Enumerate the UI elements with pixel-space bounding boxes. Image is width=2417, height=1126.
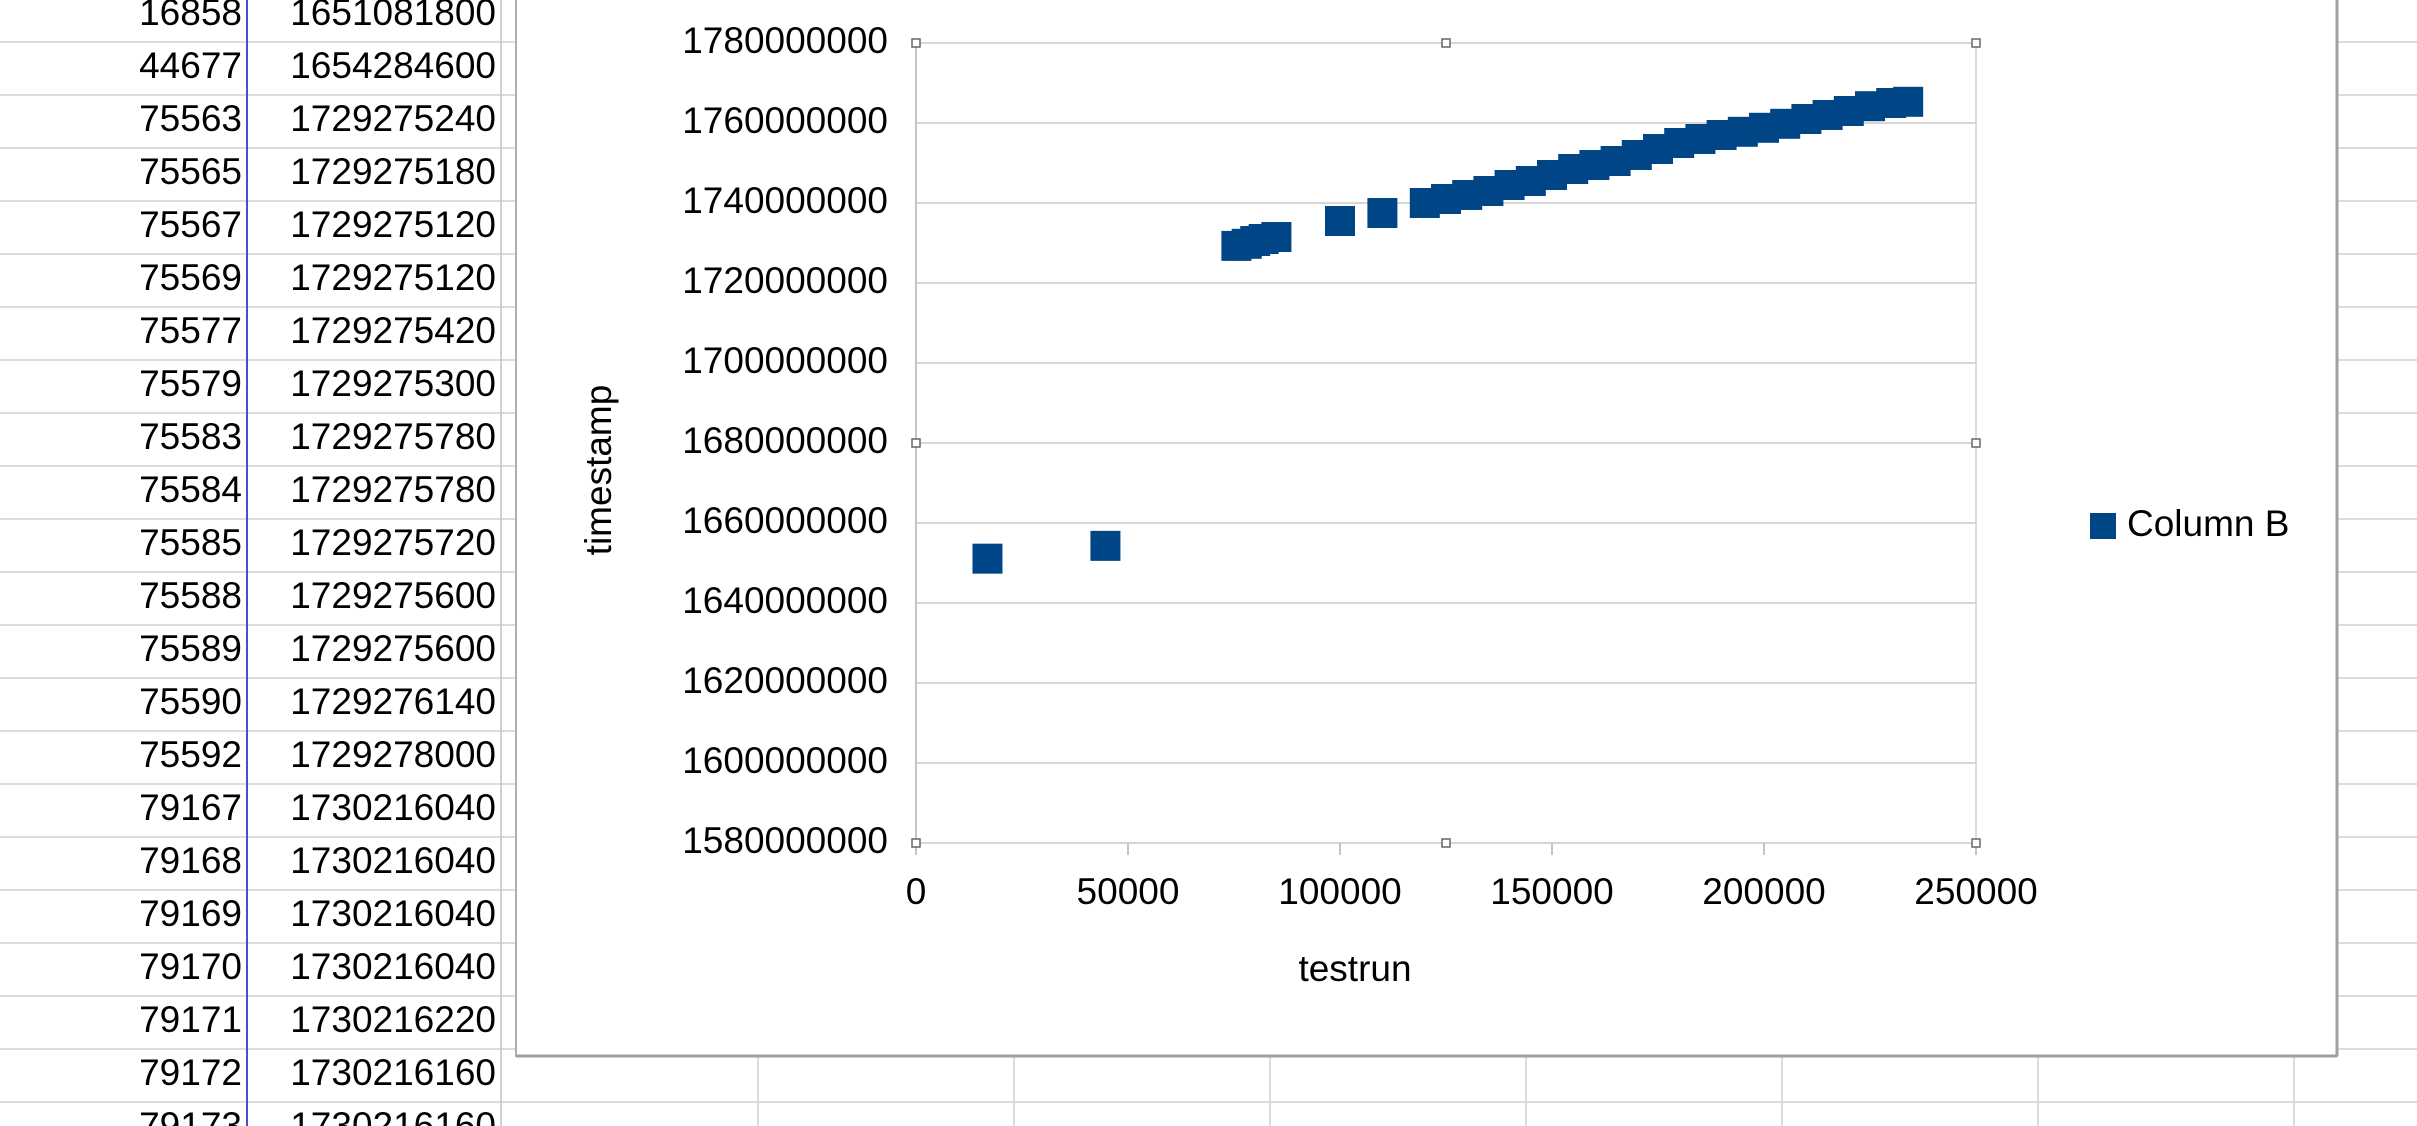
y-tick-label: 1680000000	[682, 420, 888, 461]
cell: 75584	[139, 469, 242, 510]
cell: 1730216160	[290, 1052, 496, 1093]
y-axis-title: timestamp	[578, 385, 619, 556]
cell: 75589	[139, 628, 242, 669]
cell: 75585	[139, 522, 242, 563]
handle	[1971, 38, 1981, 48]
cell: 79169	[139, 893, 242, 934]
point	[1367, 198, 1398, 228]
point	[1261, 222, 1292, 252]
handle	[1971, 438, 1981, 448]
point	[972, 543, 1003, 574]
cell: 79170	[139, 946, 242, 987]
cell: 16858	[139, 0, 242, 33]
cell: 75588	[139, 575, 242, 616]
chart-frame	[515, 0, 2338, 1057]
point	[1325, 206, 1355, 236]
y-tick-label: 1740000000	[682, 180, 888, 221]
handle	[911, 438, 921, 448]
cell: 75583	[139, 416, 242, 457]
x-tick-label: 100000	[1278, 871, 1401, 912]
cell: 1730216040	[290, 893, 496, 934]
cell: 79167	[139, 787, 242, 828]
x-tick-label: 250000	[1914, 871, 2037, 912]
cell: 1729275240	[290, 98, 496, 139]
y-tick-label: 1700000000	[682, 340, 888, 381]
cell: 1729275780	[290, 469, 496, 510]
cell: 1729278000	[290, 734, 496, 775]
y-tick-label: 1640000000	[682, 580, 888, 621]
cell: 1729275120	[290, 204, 496, 245]
handle	[911, 38, 921, 48]
cell: 1729276140	[290, 681, 496, 722]
y-tick-label: 1580000000	[682, 820, 888, 861]
cell: 1729275780	[290, 416, 496, 457]
handle	[1971, 838, 1981, 848]
cell: 1651081800	[290, 0, 496, 33]
point	[1893, 86, 1924, 117]
cell: 79168	[139, 840, 242, 881]
cell: 75563	[139, 98, 242, 139]
y-tick-label: 1760000000	[682, 100, 888, 141]
cell: 75569	[139, 257, 242, 298]
cell: 75592	[139, 734, 242, 775]
cell: 75565	[139, 151, 242, 192]
y-tick-label: 1620000000	[682, 660, 888, 701]
y-tick-label: 1780000000	[682, 20, 888, 61]
cell: 1729275420	[290, 310, 496, 351]
legend-label: Column B	[2127, 503, 2289, 544]
cell: 79173	[139, 1105, 242, 1126]
y-tick-label: 1660000000	[682, 500, 888, 541]
cell: 75590	[139, 681, 242, 722]
cell: 1729275180	[290, 151, 496, 192]
cell: 1730216220	[290, 999, 496, 1040]
cell: 79172	[139, 1052, 242, 1093]
x-tick-label: 200000	[1702, 871, 1825, 912]
cell: 75567	[139, 204, 242, 245]
cell: 44677	[139, 45, 242, 86]
y-tick-label: 1600000000	[682, 740, 888, 781]
legend-swatch	[2090, 513, 2116, 539]
x-tick-label: 0	[906, 871, 927, 912]
cell: 1729275120	[290, 257, 496, 298]
cell: 1730216040	[290, 946, 496, 987]
cell: 1730216040	[290, 840, 496, 881]
x-tick-label: 150000	[1490, 871, 1613, 912]
cell: 1729275600	[290, 628, 496, 669]
point	[1090, 530, 1121, 561]
cell: 75577	[139, 310, 242, 351]
cell: 1730216040	[290, 787, 496, 828]
handle	[1441, 838, 1451, 848]
cell: 1729275300	[290, 363, 496, 404]
cell: 1654284600	[290, 45, 496, 86]
y-tick-label: 1720000000	[682, 260, 888, 301]
handle	[1441, 38, 1451, 48]
x-axis-title: testrun	[1298, 948, 1411, 989]
cell: 1729275600	[290, 575, 496, 616]
x-tick-label: 50000	[1077, 871, 1180, 912]
cell: 1729275720	[290, 522, 496, 563]
cell: 79171	[139, 999, 242, 1040]
handle	[911, 838, 921, 848]
cell: 75579	[139, 363, 242, 404]
cell: 1730216160	[290, 1105, 496, 1126]
